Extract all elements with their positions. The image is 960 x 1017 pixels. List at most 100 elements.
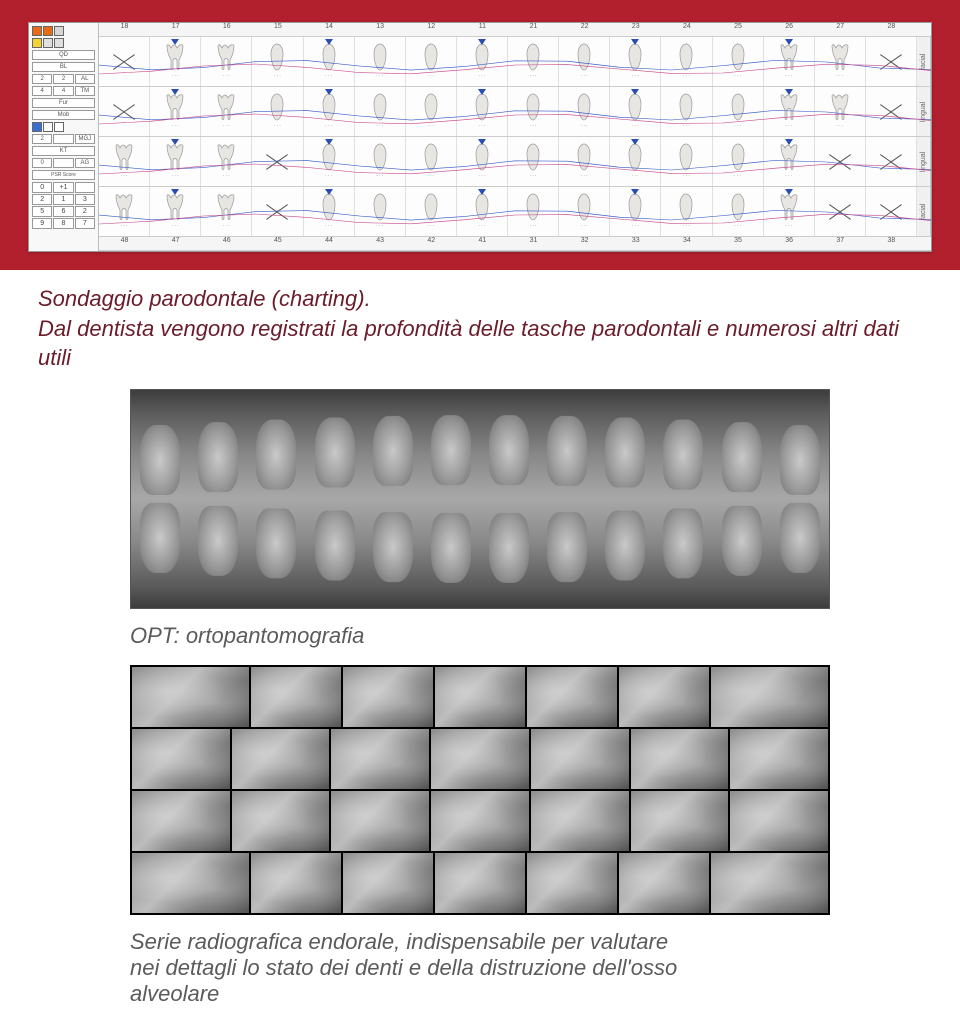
endoral-radiograph-cell [631,729,729,789]
endoral-radiograph-cell [251,667,341,727]
endoral-radiograph-cell [531,791,629,851]
opt-tooth [315,511,355,581]
panel-label: Fur [32,98,95,108]
down-triangle-icon [785,189,793,195]
mini-row: 4 4 TM [32,86,95,96]
opt-tooth [256,508,296,578]
value-box [53,134,73,144]
chart-left-panel: QD BL 2 2 AL 4 4 TM Fur Mob [29,23,99,251]
endoral-radiograph-cell [527,667,617,727]
endoral-radiograph-cell [132,791,230,851]
down-triangle-icon [631,139,639,145]
opt-tooth [489,415,529,485]
endoral-radiograph-cell [331,791,429,851]
endoral-radiograph-cell [435,667,525,727]
down-triangle-icon [631,89,639,95]
endoral-radiograph-cell [132,853,249,913]
opt-tooth [431,415,471,485]
endoral-radiograph-cell [619,667,709,727]
value-box: 4 [53,86,73,96]
swatch [54,122,64,132]
tooth-number: 25 [713,23,764,36]
psr-cell: 8 [53,218,73,229]
chart-main: 18171615141312112122232425262728 ··· ···… [99,23,931,251]
color-swatch-row [32,38,95,48]
down-triangle-icon [478,139,486,145]
color-swatch-row [32,122,95,132]
opt-tooth [198,422,238,492]
endoral-radiograph-cell [132,667,249,727]
opt-tooth [663,508,703,578]
caption-line: Dal dentista vengono registrati la profo… [38,316,899,371]
tooth-number: 46 [201,237,252,250]
mini-row: 2 2 AL [32,74,95,84]
down-triangle-icon [325,139,333,145]
psr-cell: 9 [32,218,52,229]
caption-line: Sondaggio parodontale (charting). [38,286,371,311]
opt-tooth [315,418,355,488]
tooth-number: 34 [661,237,712,250]
down-triangle-icon [325,39,333,45]
swatch [54,26,64,36]
opt-tooth [780,425,820,495]
opt-tooth [489,513,529,583]
tooth-number: 44 [304,237,355,250]
tooth-number: 45 [252,237,303,250]
opt-tooth [198,506,238,576]
down-triangle-icon [478,39,486,45]
value-box: 2 [32,74,52,84]
psr-cell: 2 [75,206,95,217]
psr-cell: 0 [32,182,52,193]
down-triangle-icon [785,89,793,95]
tooth-number: 23 [610,23,661,36]
endoral-radiograph-cell [730,729,828,789]
tooth-number: 21 [508,23,559,36]
caption-line: nei dettagli lo stato dei denti e della … [130,955,677,980]
tooth-number: 12 [406,23,457,36]
probe-lines [99,157,931,177]
tooth-number: 42 [406,237,457,250]
caption-line: OPT: ortopantomografia [130,623,364,648]
swatch [32,38,42,48]
down-triangle-icon [478,189,486,195]
psr-cell: 3 [75,194,95,205]
opt-tooth [431,513,471,583]
tooth-number: 37 [815,237,866,250]
panel-label: PSR Score [32,170,95,180]
psr-cell: 5 [32,206,52,217]
endoral-radiograph-cell [232,729,330,789]
opt-upper-teeth [131,425,829,495]
down-triangle-icon [631,39,639,45]
opt-tooth [373,416,413,486]
tooth-number: 28 [866,23,917,36]
chart-body: QD BL 2 2 AL 4 4 TM Fur Mob [29,23,931,251]
tooth-number: 33 [610,237,661,250]
panel-label: AL [75,74,95,84]
value-box [53,158,73,168]
down-triangle-icon [478,89,486,95]
opt-tooth [722,422,762,492]
down-triangle-icon [785,139,793,145]
opt-tooth [547,512,587,582]
tooth-number: 22 [559,23,610,36]
probe-lines [99,57,931,77]
panel-label: BL [32,62,95,72]
swatch [32,26,42,36]
teeth-row: ··· ··· ······ ··· ··· ··· ··· ··· ··· ·… [99,137,931,187]
value-box: 2 [53,74,73,84]
tooth-number: 48 [99,237,150,250]
tooth-number: 32 [559,237,610,250]
caption-line: alveolare [130,981,219,1006]
tooth-number: 36 [764,237,815,250]
down-triangle-icon [171,139,179,145]
down-triangle-icon [325,89,333,95]
panel-label: TM [75,86,95,96]
probe-lines [99,207,931,227]
teeth-row: ··· ··· ··· ··· ··· ··· ··· ··· ··· ··· … [99,37,931,87]
endoral-grid [130,665,830,915]
color-swatch-row [32,26,95,36]
tooth-number: 26 [764,23,815,36]
panel-label: QD [32,50,95,60]
opt-tooth [663,420,703,490]
caption-opt: OPT: ortopantomografia [0,613,960,659]
